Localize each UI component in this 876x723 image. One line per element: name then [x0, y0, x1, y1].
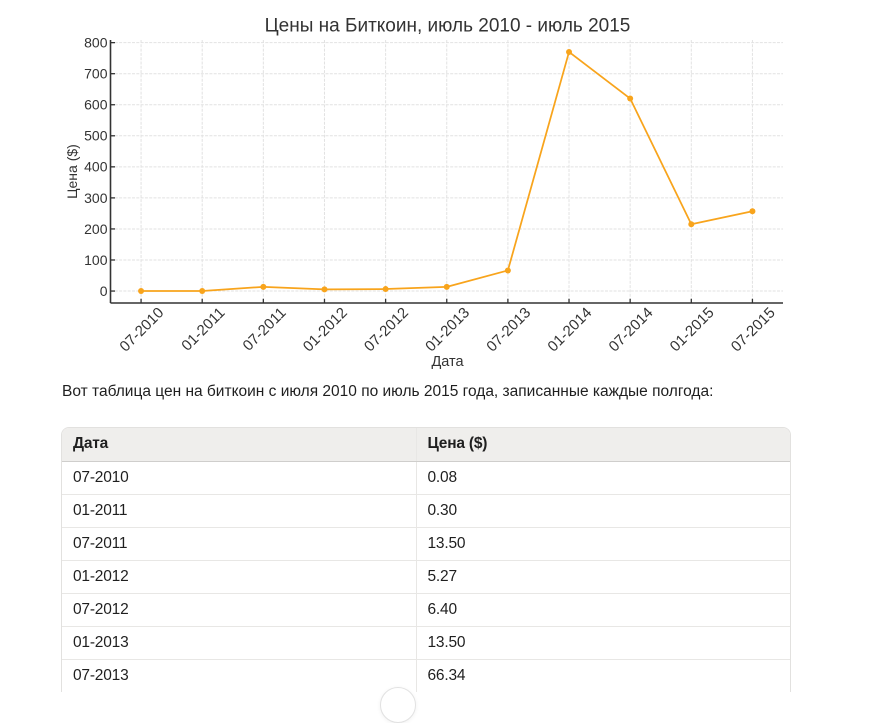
- svg-text:01-2015: 01-2015: [667, 304, 718, 355]
- svg-text:100: 100: [84, 252, 108, 268]
- svg-text:07-2015: 07-2015: [728, 304, 779, 355]
- svg-text:01-2013: 01-2013: [422, 304, 473, 355]
- svg-text:300: 300: [84, 190, 108, 206]
- svg-text:07-2010: 07-2010: [116, 304, 167, 355]
- svg-text:07-2013: 07-2013: [483, 304, 534, 355]
- svg-text:500: 500: [84, 128, 108, 144]
- svg-text:600: 600: [84, 97, 108, 113]
- svg-text:Цены на Биткоин, июль 2010 - и: Цены на Биткоин, июль 2010 - июль 2015: [265, 16, 631, 37]
- svg-text:400: 400: [84, 159, 108, 175]
- svg-text:200: 200: [84, 221, 108, 237]
- svg-text:07-2011: 07-2011: [240, 304, 290, 354]
- svg-text:01-2011: 01-2011: [178, 304, 228, 354]
- svg-text:700: 700: [84, 66, 108, 82]
- svg-text:07-2014: 07-2014: [606, 304, 657, 355]
- svg-text:0: 0: [100, 283, 108, 299]
- svg-text:01-2012: 01-2012: [300, 304, 351, 355]
- svg-text:Цена ($): Цена ($): [64, 144, 80, 199]
- svg-text:Дата: Дата: [431, 354, 464, 370]
- svg-text:07-2012: 07-2012: [361, 304, 412, 355]
- svg-text:01-2014: 01-2014: [544, 304, 595, 355]
- svg-text:800: 800: [84, 35, 108, 51]
